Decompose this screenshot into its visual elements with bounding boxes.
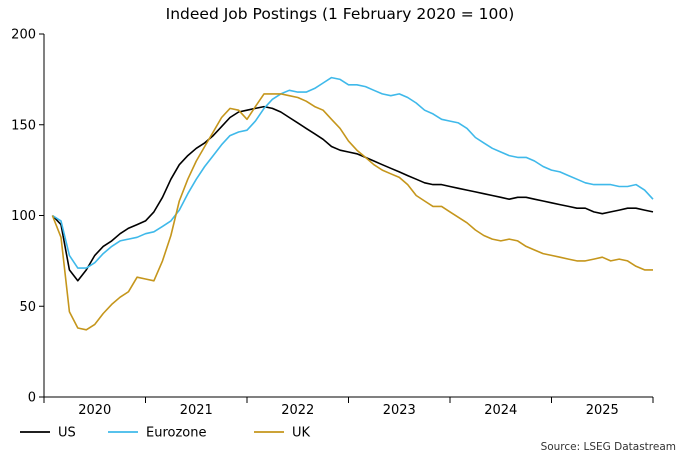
chart-title: Indeed Job Postings (1 February 2020 = 1…: [166, 5, 515, 23]
y-tick-label: 100: [11, 209, 36, 224]
x-tick-label: 2023: [383, 403, 416, 418]
x-tick-label: 2022: [281, 403, 314, 418]
y-axis: 0 50 100 150 200: [11, 28, 45, 406]
legend-label-uk: UK: [292, 426, 311, 441]
series-line-uk: [51, 93, 653, 331]
legend: US Eurozone UK: [20, 426, 311, 441]
legend-label-eurozone: Eurozone: [146, 426, 206, 441]
y-tick-label: 150: [11, 118, 36, 133]
y-tick-label: 0: [28, 391, 36, 406]
y-tick-label: 50: [19, 300, 36, 315]
x-tick-label: 2020: [78, 403, 111, 418]
legend-label-us: US: [58, 426, 76, 441]
source-note: Source: LSEG Datastream: [541, 441, 676, 453]
x-tick-label: 2025: [586, 403, 619, 418]
series-line-eurozone: [51, 76, 654, 269]
x-axis: 2020 2021 2022 2023 2024 2025: [43, 396, 654, 418]
series-lines: [51, 76, 654, 331]
x-tick-label: 2024: [484, 403, 517, 418]
x-tick-label: 2021: [180, 403, 213, 418]
y-tick-label: 200: [11, 28, 36, 43]
series-line-us: [51, 105, 654, 282]
